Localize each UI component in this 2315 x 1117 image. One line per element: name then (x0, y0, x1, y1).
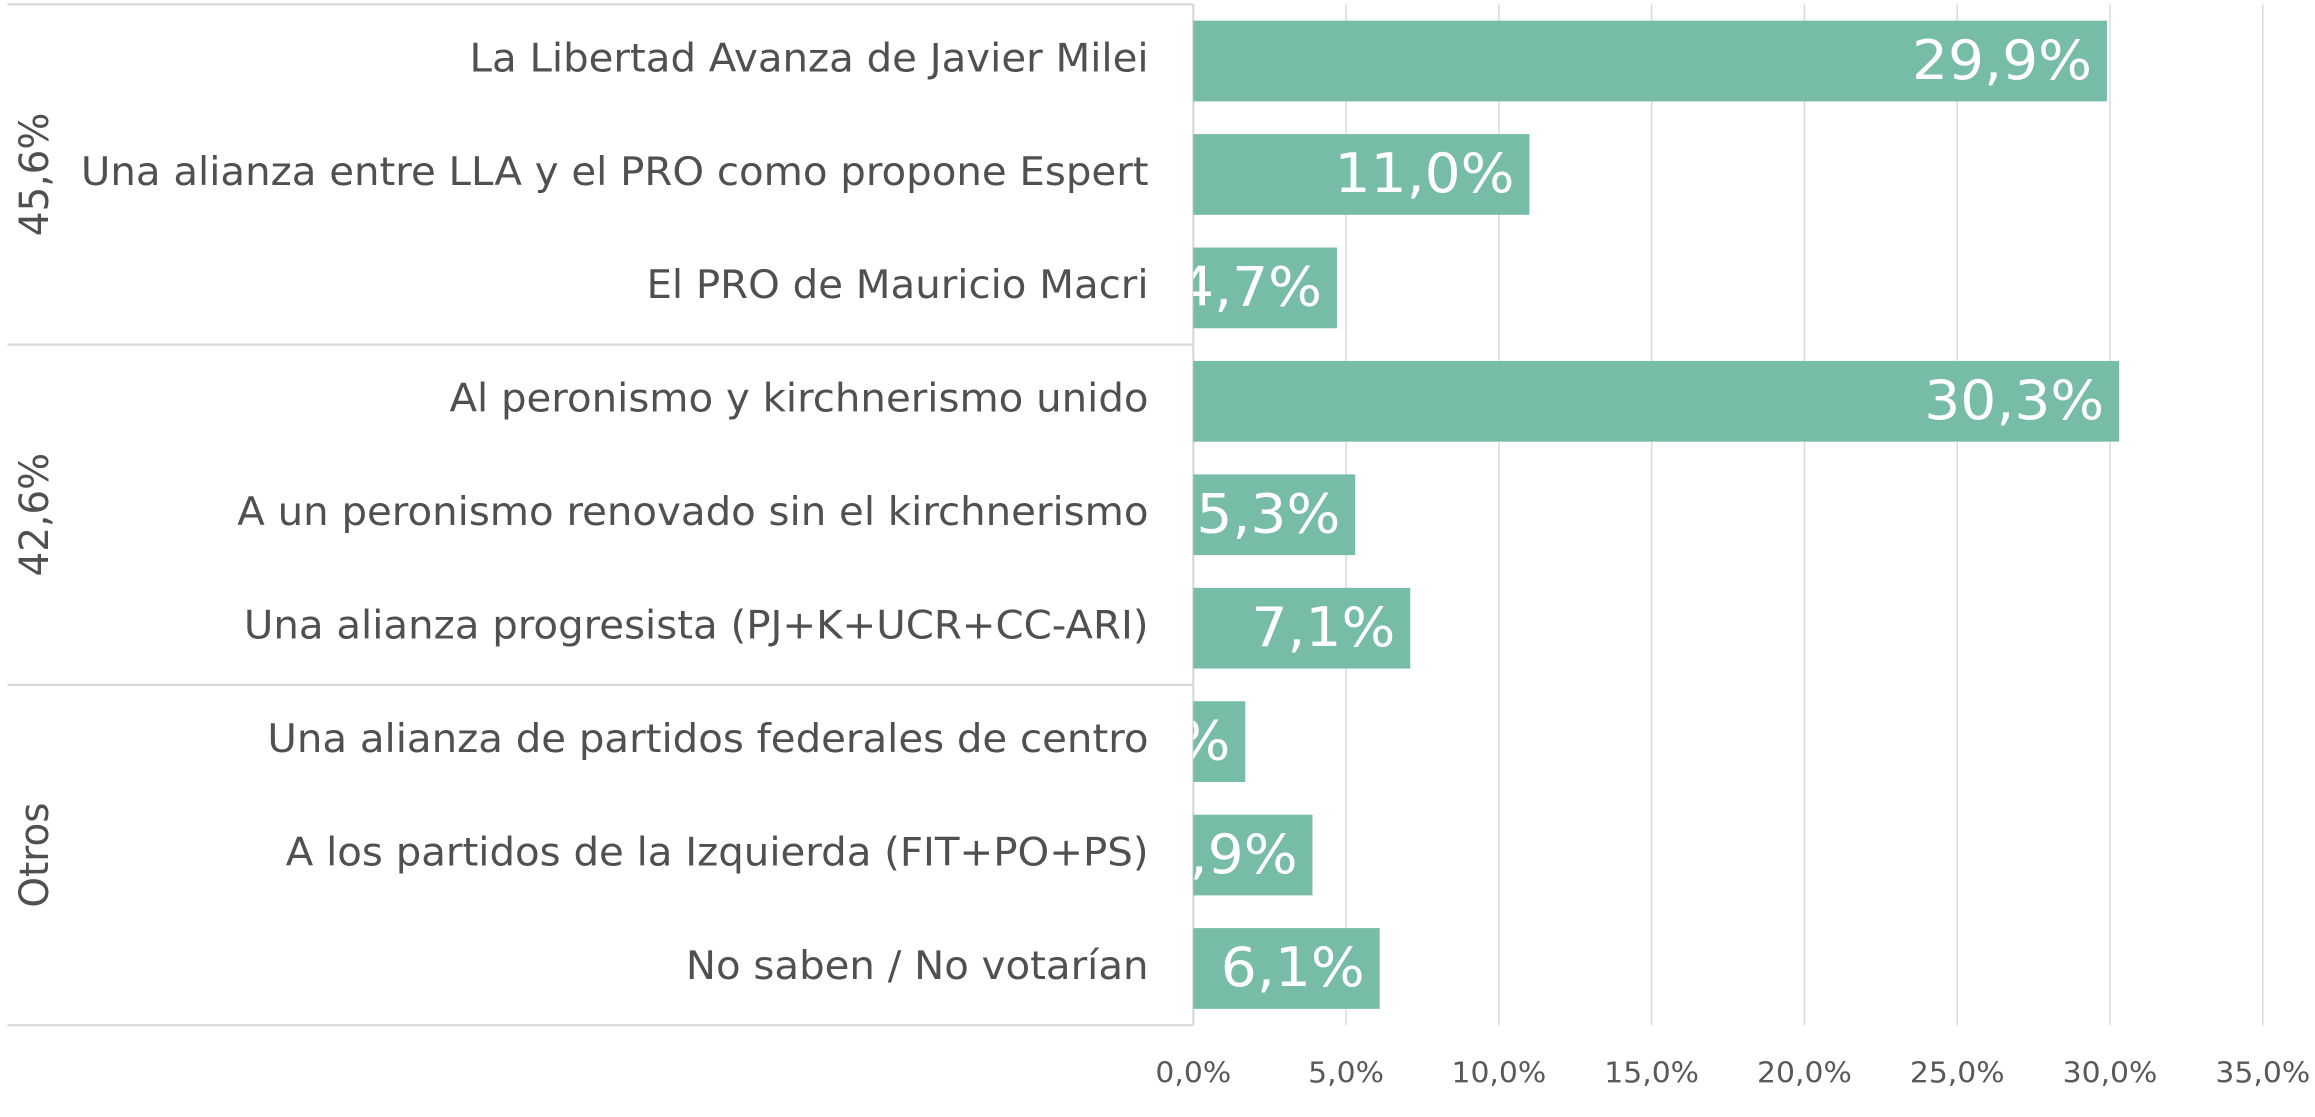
x-tick-label: 15,0% (1604, 1056, 1699, 1089)
bar (1193, 928, 1380, 1009)
bar (1193, 701, 1246, 782)
x-tick-label: 20,0% (1757, 1056, 1852, 1089)
category-label: El PRO de Mauricio Macri (646, 263, 1148, 308)
value-label: 11,0% (1334, 142, 1514, 206)
value-label: 7,1% (1251, 596, 1395, 660)
group-label: 45,6% (11, 113, 58, 237)
x-tick-label: 25,0% (1910, 1056, 2005, 1089)
bar (1193, 814, 1313, 896)
x-tick-label: 30,0% (2063, 1056, 2158, 1089)
bar (1193, 474, 1356, 556)
value-label: 4,7% (1178, 256, 1322, 320)
group-label: Otros (11, 802, 58, 907)
group-label: 42,6% (11, 453, 58, 577)
x-tick-label: 35,0% (2215, 1056, 2310, 1089)
value-label: 6,1% (1221, 936, 1365, 1000)
value-label: 29,9% (1912, 29, 2092, 93)
bar (1193, 247, 1337, 329)
x-tick-label: 5,0% (1308, 1056, 1384, 1089)
bar (1193, 587, 1411, 669)
category-label: Una alianza entre LLA y el PRO como prop… (81, 149, 1149, 194)
x-tick-label: 0,0% (1155, 1056, 1231, 1089)
bar (1193, 360, 2120, 442)
category-label: La Libertad Avanza de Javier Milei (470, 36, 1149, 81)
value-label: 3,9% (1154, 823, 1298, 887)
bar (1193, 20, 2107, 102)
category-label: Una alianza de partidos federales de cen… (267, 717, 1148, 762)
value-label: 30,3% (1924, 369, 2104, 433)
value-label: 5,3% (1196, 482, 1340, 546)
category-label: A los partidos de la Izquierda (FIT+PO+P… (286, 830, 1149, 875)
bar (1193, 134, 1530, 215)
category-label: No saben / No votarían (686, 943, 1149, 988)
category-label: A un peronismo renovado sin el kirchneri… (237, 490, 1148, 535)
category-label: Al peronismo y kirchnerismo unido (449, 376, 1148, 421)
value-label: 1,7% (1086, 709, 1230, 773)
x-tick-label: 10,0% (1451, 1056, 1546, 1089)
category-label: Una alianza progresista (PJ+K+UCR+CC-ARI… (244, 603, 1149, 648)
